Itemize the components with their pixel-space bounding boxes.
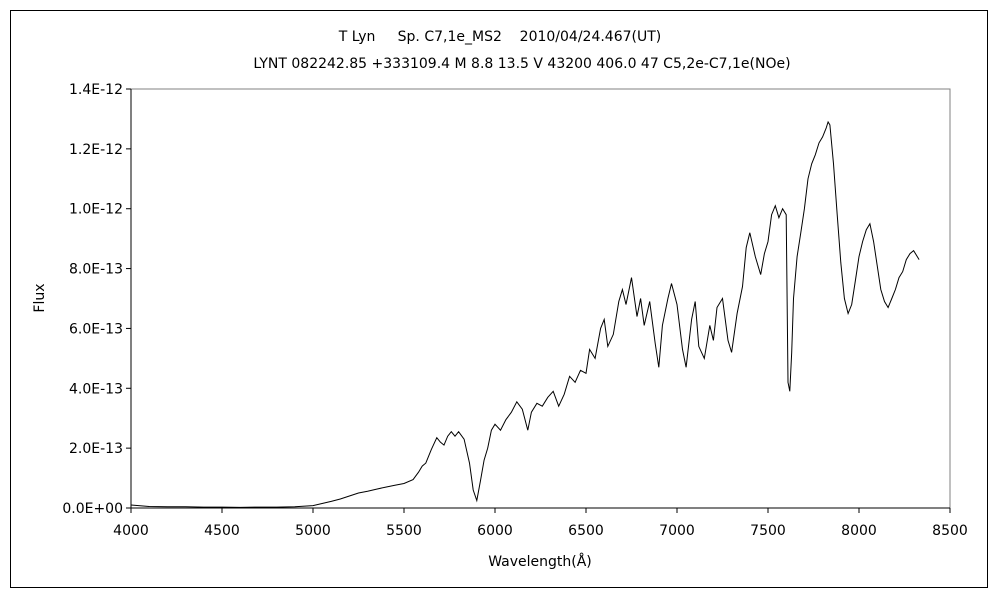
x-tick-label: 4000 xyxy=(113,523,149,539)
x-axis-label: Wavelength(Å) xyxy=(488,553,592,570)
x-tick-label: 5000 xyxy=(295,523,331,539)
y-tick-label: 4.0E-13 xyxy=(69,381,123,397)
plot-area xyxy=(130,88,951,509)
x-tick-label: 7000 xyxy=(659,523,695,539)
spectrum-line xyxy=(130,120,920,508)
x-tick-label: 8000 xyxy=(841,523,877,539)
x-tick-label: 8500 xyxy=(932,523,968,539)
x-tick-label: 4500 xyxy=(204,523,240,539)
y-axis-label: Flux xyxy=(32,283,48,312)
y-tick-label: 0.0E+00 xyxy=(62,501,123,517)
y-tick-label: 8.0E-13 xyxy=(69,262,123,278)
x-tick-label: 5500 xyxy=(386,523,422,539)
x-axis: 4000 4500 5000 5500 6000 6500 7000 7500 8000 8500 xyxy=(113,508,968,539)
x-tick-label: 6000 xyxy=(477,523,513,539)
y-tick-label: 1.4E-12 xyxy=(69,82,123,98)
chart-frame xyxy=(10,10,988,588)
y-tick-label: 2.0E-13 xyxy=(69,441,123,457)
x-tick-label: 6500 xyxy=(568,523,604,539)
y-tick-label: 1.0E-12 xyxy=(69,202,123,218)
x-tick-label: 7500 xyxy=(750,523,786,539)
chart-title-line2: LYNT 082242.85 +333109.4 M 8.8 13.5 V 43… xyxy=(253,56,790,72)
y-tick-label: 1.2E-12 xyxy=(69,142,123,158)
y-tick-label: 6.0E-13 xyxy=(69,321,123,337)
chart-title-line1: T Lyn Sp. C7,1e_MS2 2010/04/24.467(UT) xyxy=(338,29,662,45)
y-axis: 0.0E+00 2.0E-13 4.0E-13 6.0E-13 8.0E-13 1.0E-… xyxy=(62,82,131,517)
